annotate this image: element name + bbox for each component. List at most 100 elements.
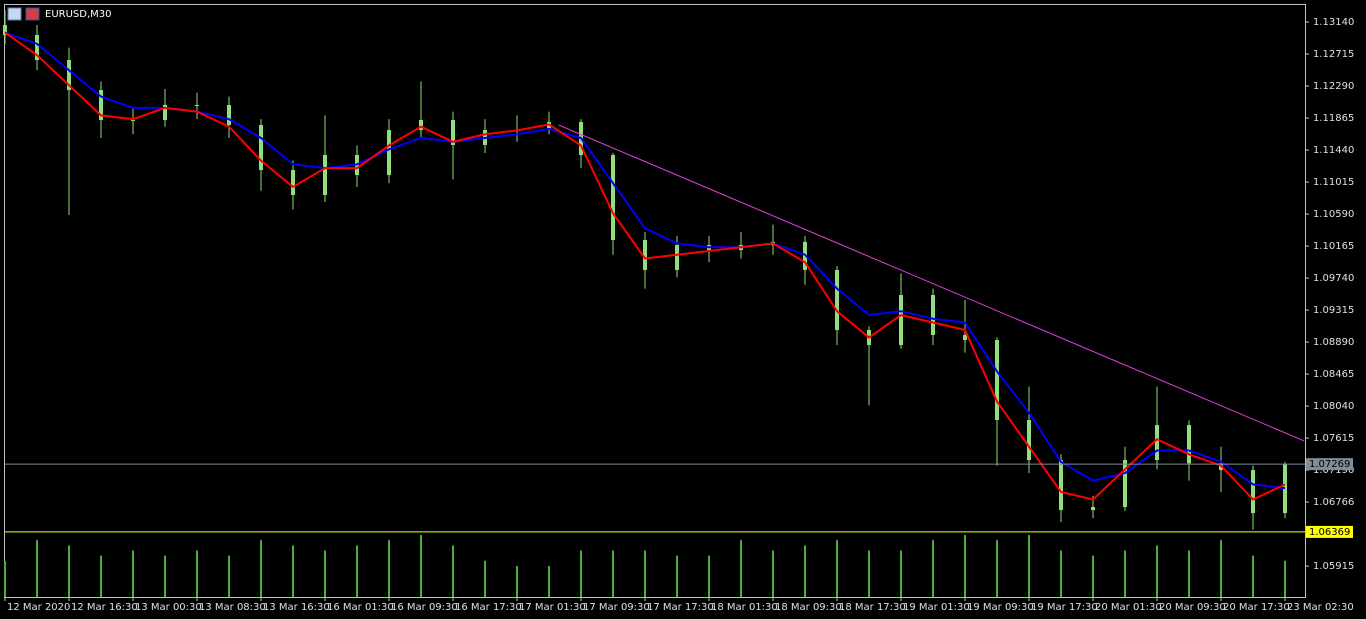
y-tick-label: 1.07615 [1313, 433, 1354, 444]
x-tick-label: 17 Mar 09:30 [583, 602, 650, 613]
x-tick-label: 20 Mar 01:30 [1095, 602, 1162, 613]
candle-body [259, 125, 263, 171]
volume-bar [132, 550, 134, 597]
candle-body [131, 119, 135, 121]
volume-bar [388, 540, 390, 597]
volume-bar [484, 560, 486, 597]
candle-body [675, 245, 679, 271]
candle-body [1155, 425, 1159, 461]
volume-bar [644, 550, 646, 597]
volume-bar [1252, 555, 1254, 597]
x-tick-label: 18 Mar 01:30 [711, 602, 778, 613]
x-tick-label: 19 Mar 09:30 [967, 602, 1034, 613]
candle-body [387, 130, 391, 176]
volume-bar [516, 566, 518, 597]
volume-bar [1220, 540, 1222, 597]
chart-title: EURUSD,M30 [45, 9, 111, 20]
volume-bar [548, 566, 550, 597]
y-tick-label: 1.08040 [1313, 401, 1354, 412]
volume-bar [868, 550, 870, 597]
candle-body [547, 122, 551, 131]
candle-body [35, 34, 39, 60]
candle-body [931, 295, 935, 336]
volume-bar [772, 550, 774, 597]
x-tick-label: 12 Mar 16:30 [71, 602, 138, 613]
y-tick-label: 1.08465 [1313, 369, 1354, 380]
x-tick-label: 12 Mar 2020 [7, 602, 70, 613]
x-tick-label: 20 Mar 09:30 [1159, 602, 1226, 613]
x-tick-label: 16 Mar 09:30 [391, 602, 458, 613]
volume-bar [324, 550, 326, 597]
y-tick-label: 1.11865 [1313, 113, 1354, 124]
price-label-box [1306, 458, 1353, 471]
volume-bar [1188, 550, 1190, 597]
x-tick-label: 13 Mar 16:30 [263, 602, 330, 613]
volume-bar [1156, 545, 1158, 597]
volume-bar [964, 535, 966, 597]
candle-body [1091, 507, 1095, 511]
x-tick-label: 17 Mar 17:30 [647, 602, 714, 613]
volume-bar [452, 545, 454, 597]
candle-body [835, 270, 839, 331]
volume-bar [612, 550, 614, 597]
x-tick-label: 13 Mar 00:30 [135, 602, 202, 613]
price-label: 1.07269 [1309, 459, 1350, 470]
x-tick-label: 18 Mar 09:30 [775, 602, 842, 613]
volume-bar [100, 555, 102, 597]
x-tick-label: 18 Mar 17:30 [839, 602, 906, 613]
y-tick-label: 1.10590 [1313, 209, 1354, 220]
moving-average [4, 31, 1286, 490]
volume-bar [996, 540, 998, 597]
volume-bar [260, 540, 262, 597]
y-tick-label: 1.12290 [1313, 81, 1354, 92]
volume-bar [676, 555, 678, 597]
candle-body [451, 119, 455, 145]
volume-bar [804, 545, 806, 597]
x-tick-label: 16 Mar 17:30 [455, 602, 522, 613]
candle-body [995, 340, 999, 421]
candle-body [99, 90, 103, 120]
icon [25, 7, 40, 21]
x-tick-label: 13 Mar 08:30 [199, 602, 266, 613]
volume-bar [932, 540, 934, 597]
volume-bar [740, 540, 742, 597]
x-tick-label: 19 Mar 17:30 [1031, 602, 1098, 613]
y-tick-label: 1.11015 [1313, 177, 1354, 188]
candle-body [67, 59, 71, 91]
volume-bar [1060, 550, 1062, 597]
volume-bar [36, 540, 38, 597]
y-tick-label: 1.08890 [1313, 337, 1354, 348]
volume-bar [196, 550, 198, 597]
candle-body [611, 155, 615, 241]
volume-bar [4, 560, 6, 597]
x-tick-label: 23 Mar 02:30 [1287, 602, 1354, 613]
volume-bar [164, 555, 166, 597]
candle-body [1123, 460, 1127, 508]
chart-frame [4, 4, 1306, 598]
y-tick-label: 1.09315 [1313, 305, 1354, 316]
volume-bar [356, 545, 358, 597]
x-tick-label: 20 Mar 17:30 [1223, 602, 1290, 613]
symbol-icons [7, 7, 40, 21]
moving-average [4, 31, 1286, 501]
volume-bar [1092, 555, 1094, 597]
y-tick-label: 1.05915 [1313, 561, 1354, 572]
price-label-box [1306, 525, 1353, 538]
candle-body [163, 105, 167, 120]
candle-body [899, 295, 903, 346]
y-tick-label: 1.11440 [1313, 145, 1354, 156]
volume-bar [836, 540, 838, 597]
y-tick-label: 1.07190 [1313, 465, 1354, 476]
candle-body [291, 170, 295, 196]
icon [7, 7, 22, 21]
candle-body [1251, 470, 1255, 514]
volume-bar [1028, 535, 1030, 597]
y-tick-label: 1.12715 [1313, 49, 1354, 60]
volume-bar [228, 555, 230, 597]
volume-bar [900, 550, 902, 597]
candle-body [1187, 425, 1191, 464]
candle-body [643, 240, 647, 271]
volume-bar [1124, 550, 1126, 597]
